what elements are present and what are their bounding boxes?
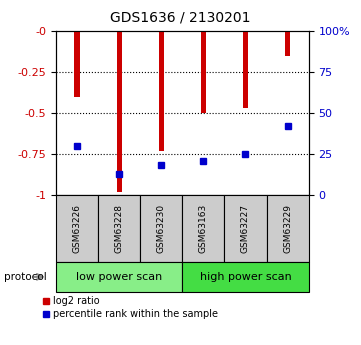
Bar — [201, 31, 206, 113]
Bar — [243, 31, 248, 108]
Text: protocol: protocol — [4, 272, 46, 282]
Bar — [117, 31, 122, 192]
Text: GSM63226: GSM63226 — [73, 204, 82, 253]
Bar — [56, 262, 182, 292]
Text: high power scan: high power scan — [200, 272, 291, 282]
Bar — [182, 195, 225, 262]
Text: GDS1636 / 2130201: GDS1636 / 2130201 — [110, 10, 251, 24]
Text: GSM63230: GSM63230 — [157, 204, 166, 253]
Bar — [74, 31, 79, 97]
Bar — [266, 195, 309, 262]
Bar — [225, 195, 266, 262]
Bar — [140, 195, 182, 262]
Text: low power scan: low power scan — [76, 272, 162, 282]
Text: GSM63229: GSM63229 — [283, 204, 292, 253]
Text: GSM63227: GSM63227 — [241, 204, 250, 253]
Text: GSM63163: GSM63163 — [199, 204, 208, 253]
Text: GSM63228: GSM63228 — [115, 204, 123, 253]
Bar — [98, 195, 140, 262]
Bar — [182, 262, 309, 292]
Bar — [159, 31, 164, 151]
Bar — [285, 31, 290, 56]
Bar — [56, 195, 98, 262]
Legend: log2 ratio, percentile rank within the sample: log2 ratio, percentile rank within the s… — [43, 296, 218, 319]
